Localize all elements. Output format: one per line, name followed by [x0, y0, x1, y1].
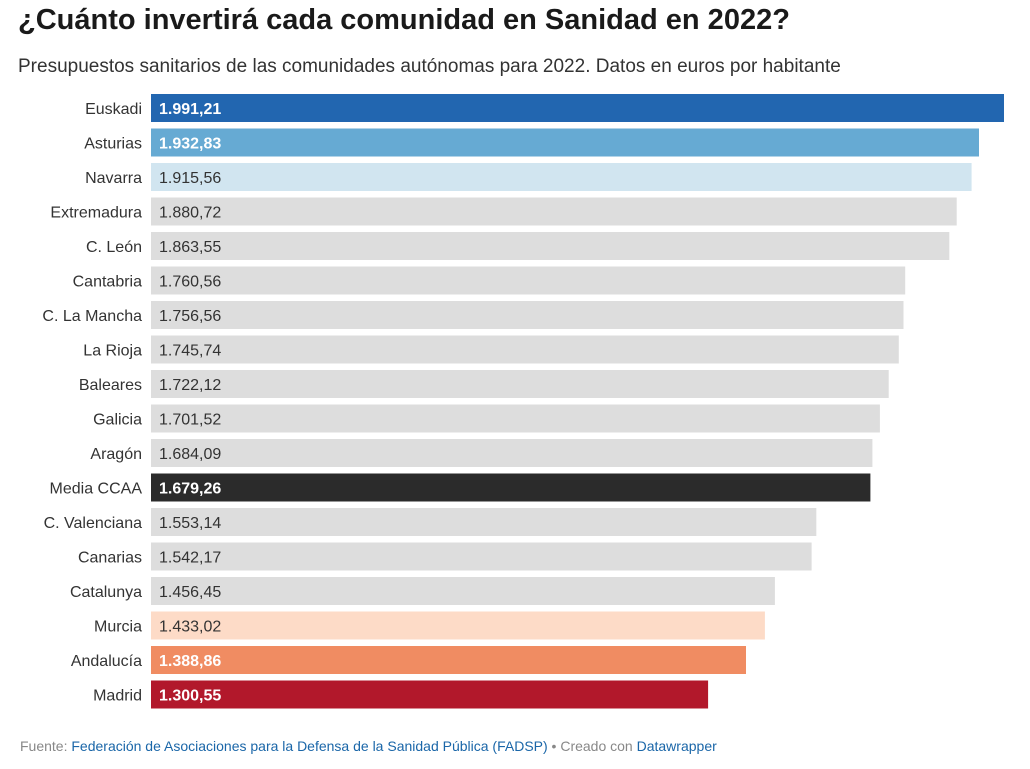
category-label-andalucia: Andalucía	[71, 653, 142, 670]
source-link[interactable]: Federación de Asociaciones para la Defen…	[71, 738, 548, 754]
bar-row-c-la-mancha: C. La Mancha 1.756,56	[42, 301, 904, 329]
datawrapper-link[interactable]: Datawrapper	[636, 738, 717, 754]
bar-row-canarias: Canarias 1.542,17	[78, 542, 812, 571]
value-label-asturias: 1.932,83	[159, 136, 221, 153]
bar-chart: Euskadi 1.991,21 Asturias 1.932,83 Navarra 1.…	[42, 94, 1004, 709]
bar-row-madrid: Madrid 1.300,55	[93, 680, 709, 709]
chart-subtitle: Presupuestos sanitarios de las comunidad…	[18, 56, 841, 77]
bar-row-extremadura: Extremadura 1.880,72	[50, 197, 957, 226]
bar-row-asturias: Asturias 1.932,83	[84, 128, 979, 157]
bar-asturias	[151, 128, 979, 157]
bar-row-baleares: Baleares 1.722,12	[79, 370, 889, 398]
credit-separator: • Creado con	[547, 738, 637, 754]
bar-catalunya	[151, 577, 775, 605]
category-label-c-la-mancha: C. La Mancha	[42, 308, 142, 325]
value-label-c-valenciana: 1.553,14	[159, 515, 221, 532]
category-label-navarra: Navarra	[85, 170, 142, 187]
bar-row-la-rioja: La Rioja 1.745,74	[83, 335, 899, 364]
bar-row-c-valenciana: C. Valenciana 1.553,14	[44, 508, 817, 536]
value-label-baleares: 1.722,12	[159, 377, 221, 394]
bar-baleares	[151, 370, 889, 398]
value-label-murcia: 1.433,02	[159, 619, 221, 636]
bar-row-euskadi: Euskadi 1.991,21	[85, 94, 1004, 122]
value-label-aragon: 1.684,09	[159, 446, 221, 463]
category-label-c-leon: C. León	[86, 239, 142, 256]
value-label-navarra: 1.915,56	[159, 170, 221, 187]
category-label-asturias: Asturias	[84, 136, 142, 153]
category-label-canarias: Canarias	[78, 550, 142, 567]
category-label-baleares: Baleares	[79, 377, 142, 394]
bar-c-la-mancha	[151, 301, 904, 329]
category-label-c-valenciana: C. Valenciana	[44, 515, 143, 532]
bar-row-aragon: Aragón 1.684,09	[90, 439, 873, 467]
bar-madrid	[151, 680, 709, 709]
bar-row-murcia: Murcia 1.433,02	[94, 611, 765, 640]
bar-media-ccaa	[151, 473, 871, 502]
chart-title: ¿Cuánto invertirá cada comunidad en Sani…	[18, 4, 790, 36]
value-label-euskadi: 1.991,21	[159, 101, 221, 118]
bar-row-cantabria: Cantabria 1.760,56	[73, 266, 906, 295]
category-label-la-rioja: La Rioja	[83, 343, 142, 360]
bar-galicia	[151, 404, 880, 433]
category-label-extremadura: Extremadura	[50, 205, 142, 222]
value-label-canarias: 1.542,17	[159, 550, 221, 567]
value-label-madrid: 1.300,55	[159, 688, 221, 705]
bar-andalucia	[151, 646, 746, 674]
category-label-galicia: Galicia	[93, 412, 142, 429]
bar-row-andalucia: Andalucía 1.388,86	[71, 646, 746, 674]
value-label-c-la-mancha: 1.756,56	[159, 308, 221, 325]
bar-c-valenciana	[151, 508, 817, 536]
bar-navarra	[151, 163, 972, 191]
bar-murcia	[151, 611, 765, 640]
bar-row-navarra: Navarra 1.915,56	[85, 163, 972, 191]
bar-row-catalunya: Catalunya 1.456,45	[70, 577, 775, 605]
category-label-cantabria: Cantabria	[73, 274, 142, 291]
bar-cantabria	[151, 266, 906, 295]
bar-row-c-leon: C. León 1.863,55	[86, 232, 950, 260]
value-label-galicia: 1.701,52	[159, 412, 221, 429]
bar-extremadura	[151, 197, 957, 226]
chart-footer: Fuente: Federación de Asociaciones para …	[20, 738, 717, 754]
category-label-madrid: Madrid	[93, 688, 142, 705]
category-label-murcia: Murcia	[94, 619, 142, 636]
bar-c-leon	[151, 232, 950, 260]
bar-la-rioja	[151, 335, 899, 364]
bar-row-media-ccaa: Media CCAA 1.679,26	[50, 473, 871, 502]
bar-canarias	[151, 542, 812, 571]
value-label-andalucia: 1.388,86	[159, 653, 221, 670]
value-label-c-leon: 1.863,55	[159, 239, 221, 256]
value-label-media-ccaa: 1.679,26	[159, 481, 221, 498]
bar-row-galicia: Galicia 1.701,52	[93, 404, 880, 433]
source-label: Fuente:	[20, 738, 72, 754]
category-label-aragon: Aragón	[90, 446, 142, 463]
value-label-cantabria: 1.760,56	[159, 274, 221, 291]
bar-euskadi	[151, 94, 1004, 122]
bar-aragon	[151, 439, 873, 467]
value-label-catalunya: 1.456,45	[159, 584, 221, 601]
category-label-euskadi: Euskadi	[85, 101, 142, 118]
value-label-la-rioja: 1.745,74	[159, 343, 221, 360]
category-label-catalunya: Catalunya	[70, 584, 142, 601]
value-label-extremadura: 1.880,72	[159, 205, 221, 222]
category-label-media-ccaa: Media CCAA	[50, 481, 143, 498]
